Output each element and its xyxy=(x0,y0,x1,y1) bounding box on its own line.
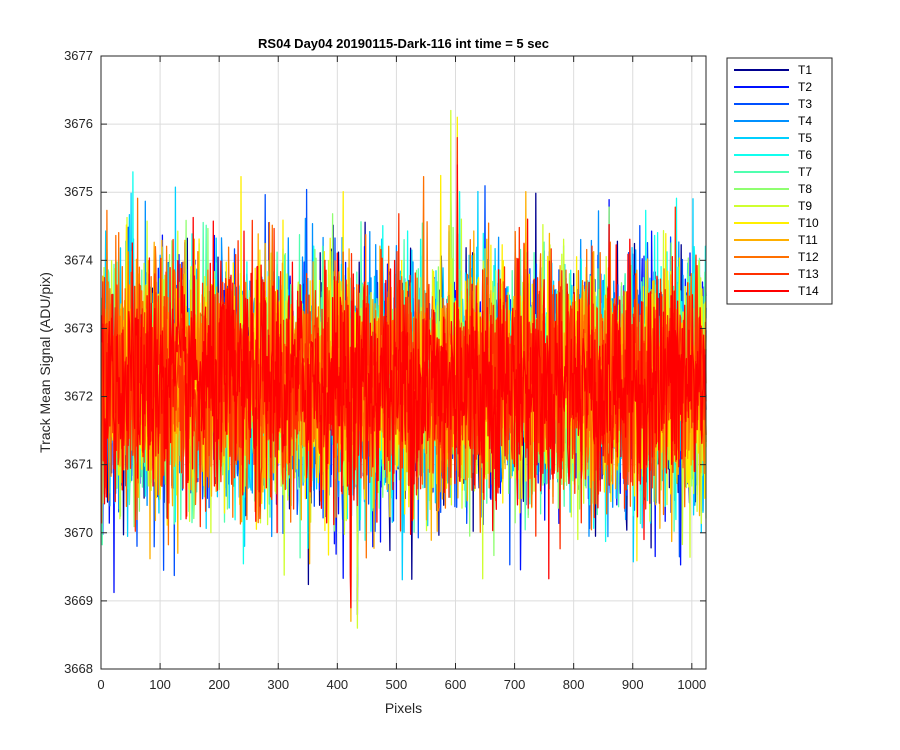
y-tick-label: 3668 xyxy=(64,661,93,676)
x-tick-label: 500 xyxy=(386,677,408,692)
y-tick-label: 3673 xyxy=(64,320,93,335)
x-axis-title: Pixels xyxy=(385,700,422,716)
y-tick-label: 3674 xyxy=(64,252,93,267)
x-tick-label: 0 xyxy=(97,677,104,692)
legend-label-t6: T6 xyxy=(798,148,812,162)
x-tick-label: 400 xyxy=(326,677,348,692)
axis-ticks: 0 100 200 300 400 500 600 700 800 900 1000 3668 3669… xyxy=(64,48,706,692)
legend-label-t7: T7 xyxy=(798,165,812,179)
plot-border xyxy=(100,55,707,670)
series-lines xyxy=(100,109,707,629)
legend-label-t12: T12 xyxy=(798,250,819,264)
legend-label-t4: T4 xyxy=(798,114,812,128)
x-tick-label: 900 xyxy=(622,677,644,692)
y-tick-label: 3669 xyxy=(64,593,93,608)
legend-box xyxy=(726,57,833,305)
legend-label-t11: T11 xyxy=(798,233,818,247)
x-tick-label: 200 xyxy=(208,677,230,692)
x-tick-label: 700 xyxy=(504,677,526,692)
x-tick-label: 800 xyxy=(563,677,585,692)
legend-label-t14: T14 xyxy=(798,284,819,298)
legend-label-t3: T3 xyxy=(798,97,812,111)
legend-label-t9: T9 xyxy=(798,199,812,213)
x-tick-label: 1000 xyxy=(677,677,706,692)
x-tick-label: 100 xyxy=(149,677,171,692)
y-tick-label: 3671 xyxy=(64,457,93,472)
legend-label-t13: T13 xyxy=(798,267,819,281)
y-axis-title: Track Mean Signal (ADU/pix) xyxy=(37,272,53,453)
legend: T1 T2 T3 T4 T5 T6 T7 T8 T9 T10 T11 T12 T13 T14 xyxy=(726,57,833,305)
series-line-t14 xyxy=(100,164,707,609)
x-tick-label: 300 xyxy=(267,677,289,692)
y-tick-label: 3672 xyxy=(64,389,93,404)
y-tick-label: 3670 xyxy=(64,525,93,540)
y-tick-label: 3676 xyxy=(64,116,93,131)
y-tick-label: 3677 xyxy=(64,48,93,63)
legend-label-t8: T8 xyxy=(798,182,812,196)
chart-title: RS04 Day04 20190115-Dark-116 int time = … xyxy=(258,36,549,51)
legend-label-t1: T1 xyxy=(798,63,812,77)
y-tick-label: 3675 xyxy=(64,184,93,199)
legend-label-t2: T2 xyxy=(798,80,812,94)
x-tick-label: 600 xyxy=(445,677,467,692)
legend-label-t10: T10 xyxy=(798,216,819,230)
legend-label-t5: T5 xyxy=(798,131,812,145)
